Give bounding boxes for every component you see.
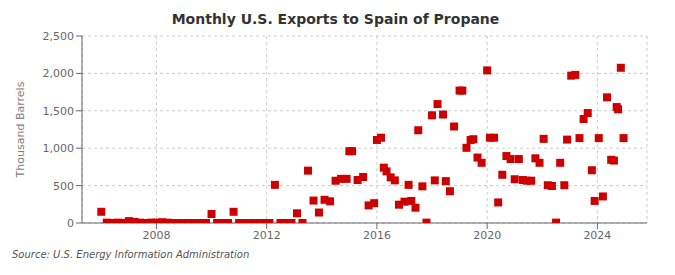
- svg-text:2016: 2016: [363, 229, 391, 242]
- svg-text:2020: 2020: [473, 229, 501, 242]
- svg-text:2008: 2008: [142, 229, 170, 242]
- svg-text:1,000: 1,000: [43, 142, 75, 155]
- svg-text:2,000: 2,000: [43, 67, 75, 80]
- svg-text:2,500: 2,500: [43, 30, 75, 43]
- svg-text:500: 500: [53, 180, 74, 193]
- svg-text:2012: 2012: [253, 229, 281, 242]
- html-text:Source: U.S. Energy Informatio: Source: U.S. Energy Information Administ…: [12, 249, 250, 260]
- svg-text:0: 0: [67, 217, 74, 230]
- html-text:Monthly U.S. Exports to Spain: Monthly U.S. Exports to Spain of Propane: [171, 11, 500, 27]
- svg-text:Thousand Barrels: Thousand Barrels: [14, 81, 27, 178]
- svg-text:2024: 2024: [583, 229, 611, 242]
- svg-text:1,500: 1,500: [43, 105, 75, 118]
